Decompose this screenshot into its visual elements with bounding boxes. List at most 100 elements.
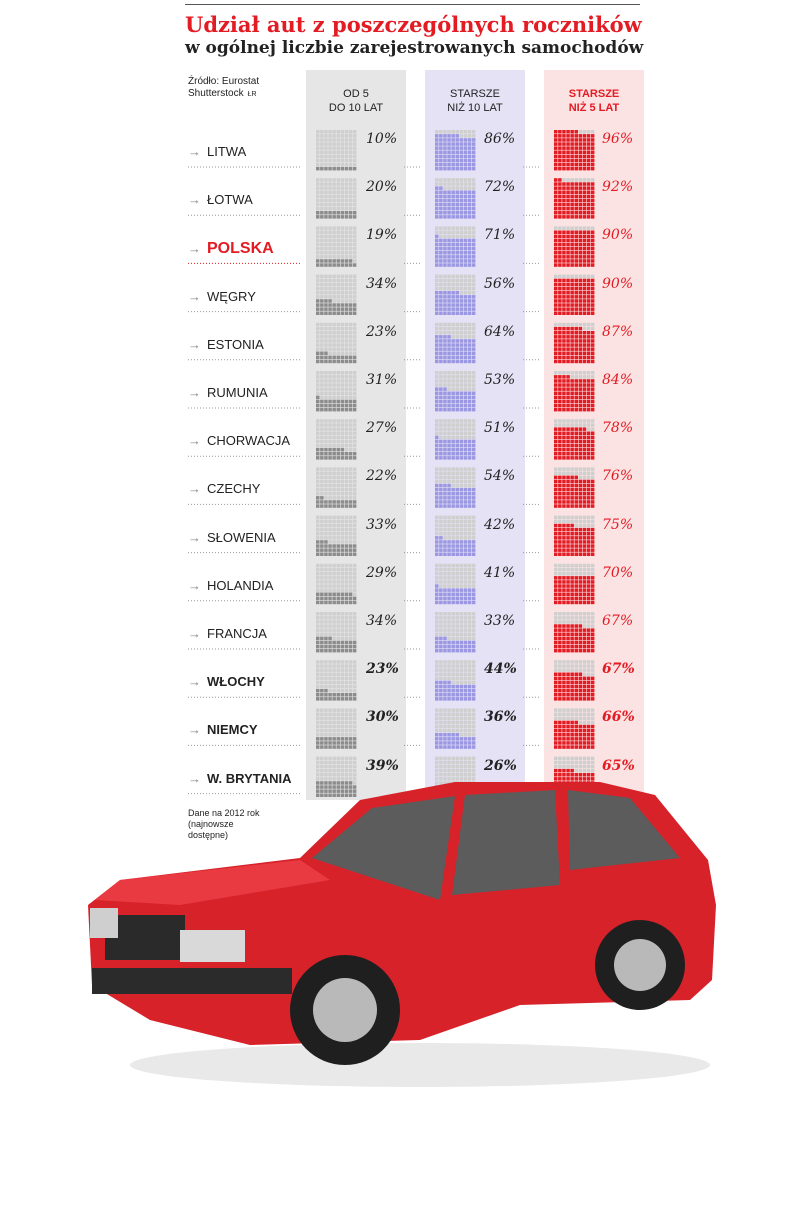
filled-dot xyxy=(554,162,558,167)
empty-dot xyxy=(439,278,443,283)
filled-dot xyxy=(574,339,578,343)
filled-dot xyxy=(348,307,353,311)
empty-dot xyxy=(447,777,451,781)
filled-dot xyxy=(574,680,578,685)
empty-dot xyxy=(332,295,336,299)
empty-dot xyxy=(316,431,320,435)
filled-dot xyxy=(582,588,587,592)
empty-dot xyxy=(586,419,591,423)
empty-dot xyxy=(463,387,468,391)
empty-dot xyxy=(328,286,332,291)
filled-dot xyxy=(443,238,447,243)
empty-dot xyxy=(332,435,336,440)
filled-dot xyxy=(336,789,340,793)
empty-dot xyxy=(324,326,328,331)
filled-dot xyxy=(554,552,558,556)
empty-dot xyxy=(439,475,443,480)
empty-dot xyxy=(578,756,583,761)
filled-dot xyxy=(316,452,320,456)
empty-dot xyxy=(459,764,464,769)
filled-dot xyxy=(582,278,587,283)
filled-dot xyxy=(562,431,566,435)
filled-dot xyxy=(471,395,476,400)
filled-dot xyxy=(348,648,353,653)
empty-dot xyxy=(348,158,353,163)
source-line-1: Źródło: Eurostat xyxy=(188,76,260,87)
filled-dot xyxy=(562,206,566,211)
filled-dot xyxy=(590,251,595,255)
empty-dot xyxy=(320,760,324,765)
empty-dot xyxy=(447,471,451,475)
filled-dot xyxy=(566,238,570,243)
filled-dot xyxy=(570,483,574,488)
empty-dot xyxy=(340,158,345,163)
filled-dot xyxy=(447,443,451,448)
empty-dot xyxy=(336,326,340,331)
filled-dot xyxy=(582,238,587,243)
filled-dot xyxy=(344,407,349,412)
empty-dot xyxy=(316,190,320,194)
empty-dot xyxy=(324,198,328,203)
filled-dot xyxy=(352,600,357,605)
empty-dot xyxy=(340,419,345,423)
filled-dot xyxy=(320,548,324,552)
filled-dot xyxy=(574,391,578,395)
filled-dot xyxy=(574,443,578,448)
filled-dot xyxy=(352,737,357,741)
filled-dot xyxy=(320,688,324,693)
value-label: 66% xyxy=(602,709,635,726)
filled-dot xyxy=(467,540,472,544)
filled-dot xyxy=(435,343,439,347)
filled-dot xyxy=(558,162,562,167)
filled-dot xyxy=(316,355,320,360)
empty-dot xyxy=(324,331,328,335)
filled-dot xyxy=(320,793,324,797)
filled-dot xyxy=(467,166,472,171)
filled-dot xyxy=(455,733,459,737)
filled-dot xyxy=(471,684,476,689)
filled-dot xyxy=(554,492,558,496)
empty-dot xyxy=(328,492,332,496)
empty-dot xyxy=(459,527,464,532)
filled-dot xyxy=(435,351,439,355)
empty-dot xyxy=(332,536,336,540)
filled-dot xyxy=(586,150,591,154)
filled-dot xyxy=(467,745,472,749)
filled-dot xyxy=(435,584,439,588)
empty-dot xyxy=(336,435,340,440)
empty-dot xyxy=(455,712,459,716)
empty-dot xyxy=(455,467,459,471)
filled-dot xyxy=(443,142,447,146)
filled-dot xyxy=(324,688,328,693)
filled-dot xyxy=(566,230,570,234)
empty-dot xyxy=(320,419,324,423)
row-label-7: → CZECHY xyxy=(188,481,260,496)
empty-dot xyxy=(558,668,562,672)
empty-dot xyxy=(340,395,345,400)
empty-dot xyxy=(455,322,459,327)
empty-dot xyxy=(459,624,464,628)
filled-dot xyxy=(582,339,587,343)
empty-dot xyxy=(443,286,447,291)
empty-dot xyxy=(328,680,332,685)
filled-dot xyxy=(332,359,336,364)
empty-dot xyxy=(451,226,455,230)
empty-dot xyxy=(590,130,595,134)
filled-dot xyxy=(459,640,464,645)
filled-dot xyxy=(435,544,439,548)
filled-dot xyxy=(582,724,587,729)
empty-dot xyxy=(332,540,336,544)
empty-dot xyxy=(443,572,447,576)
empty-dot xyxy=(435,563,439,568)
filled-dot xyxy=(574,584,578,588)
empty-dot xyxy=(340,576,345,580)
filled-dot xyxy=(471,339,476,343)
empty-dot xyxy=(332,138,336,142)
empty-dot xyxy=(455,708,459,712)
filled-dot xyxy=(332,592,336,596)
filled-dot xyxy=(467,504,472,508)
empty-dot xyxy=(352,532,357,536)
empty-dot xyxy=(467,467,472,471)
filled-dot xyxy=(562,648,566,653)
filled-dot xyxy=(447,403,451,408)
